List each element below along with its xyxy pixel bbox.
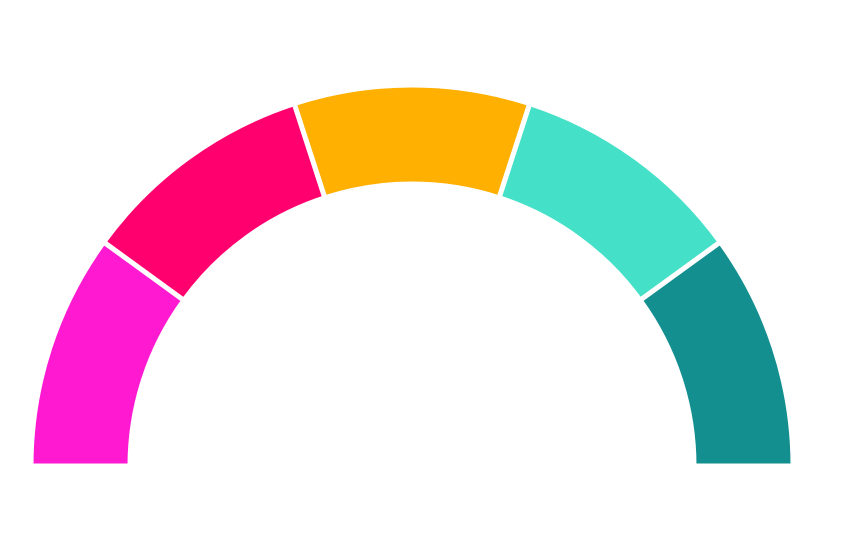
gauge-segment-3 xyxy=(291,82,533,201)
gauge-segment-5 xyxy=(636,238,796,469)
gauge-segments xyxy=(28,82,796,469)
